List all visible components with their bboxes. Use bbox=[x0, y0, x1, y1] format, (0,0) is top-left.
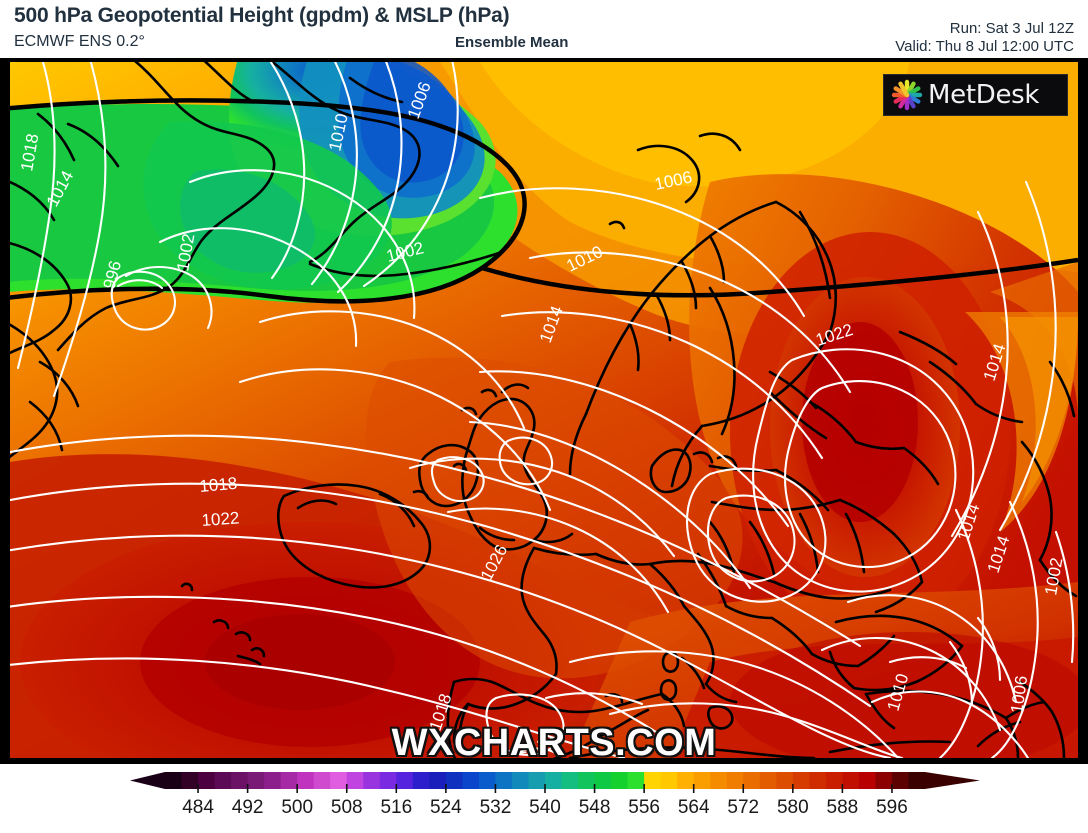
field-east-tongue bbox=[990, 262, 1078, 422]
colorbar-swatch bbox=[511, 772, 530, 789]
colorbar-swatch bbox=[627, 772, 645, 789]
colorbar-swatch bbox=[363, 772, 381, 789]
thickness-552-contour bbox=[10, 98, 527, 304]
colorbar-tick-label: 532 bbox=[480, 797, 512, 818]
weather-map[interactable]: 1018 1014 996 1002 1010 1006 1002 1006 1… bbox=[10, 62, 1078, 758]
colorbar-swatch bbox=[693, 772, 711, 789]
colorbar-swatch bbox=[677, 772, 695, 789]
colorbar-swatch bbox=[726, 772, 744, 789]
page-title: 500 hPa Geopotential Height (gpdm) & MSL… bbox=[14, 4, 510, 27]
colorbar-swatch bbox=[594, 772, 612, 789]
colorbar-swatch bbox=[495, 772, 513, 789]
colorbar-swatch bbox=[231, 772, 249, 789]
colorbar-swatch bbox=[908, 772, 926, 789]
colorbar-swatch bbox=[545, 772, 563, 789]
colorbar-tick-label: 484 bbox=[182, 797, 214, 818]
colorbar-swatch bbox=[842, 772, 860, 789]
colorbar-swatch bbox=[743, 772, 761, 789]
colorbar-tick-labels: 484 492 500 508 516 524 532 540 548 556 564 572 580 5… bbox=[182, 797, 908, 818]
field-east-tongue3 bbox=[1000, 317, 1078, 502]
colorbar-swatch bbox=[858, 772, 877, 789]
colorbar-tick-label: 540 bbox=[529, 797, 561, 818]
colorbar-swatch bbox=[429, 772, 447, 789]
colorbar-tick-label: 500 bbox=[281, 797, 313, 818]
colorbar-tick-label: 524 bbox=[430, 797, 462, 818]
colorbar-tick-label: 508 bbox=[331, 797, 363, 818]
colorbar-tick-label: 516 bbox=[380, 797, 412, 818]
cold-pool-green3 bbox=[180, 169, 316, 273]
map-field-layer: 1018 1014 996 1002 1010 1006 1002 1006 1… bbox=[10, 62, 1078, 758]
colorbar-swatch bbox=[478, 772, 497, 789]
colorbar-legend[interactable]: 484 492 500 508 516 524 532 540 548 556 564 572 580 5… bbox=[0, 764, 1088, 833]
colorbar-swatch bbox=[611, 772, 629, 789]
metdesk-wordmark: MetDesk bbox=[928, 80, 1040, 110]
colorbar-swatches bbox=[130, 772, 980, 789]
chart-header: 500 hPa Geopotential Height (gpdm) & MSL… bbox=[0, 0, 1088, 58]
colorbar-tick-label: 580 bbox=[777, 797, 809, 818]
colorbar-swatch bbox=[313, 772, 331, 789]
colorbar-svg[interactable]: 484 492 500 508 516 524 532 540 548 556 564 572 580 5… bbox=[0, 764, 1088, 833]
colorbar-swatch bbox=[165, 772, 183, 789]
valid-timestamp: Valid: Thu 8 Jul 12:00 UTC bbox=[895, 38, 1074, 55]
colorbar-swatch bbox=[561, 772, 579, 789]
pinwheel-icon bbox=[891, 79, 923, 111]
ensemble-label: Ensemble Mean bbox=[455, 34, 569, 51]
colorbar-swatch bbox=[445, 772, 463, 789]
colorbar-swatch bbox=[330, 772, 348, 789]
field-band-north3 bbox=[480, 62, 910, 187]
field-sw-core3 bbox=[205, 614, 395, 710]
colorbar-swatch bbox=[776, 772, 794, 789]
map-panel[interactable]: 1018 1014 996 1002 1010 1006 1002 1006 1… bbox=[0, 58, 1088, 764]
colorbar-swatch bbox=[759, 772, 777, 789]
colorbar-swatch bbox=[660, 772, 678, 789]
isobar-label-1022-atl: 1022 bbox=[201, 508, 240, 530]
isobar-label-1018-atl: 1018 bbox=[199, 474, 238, 496]
metdesk-logo[interactable]: MetDesk bbox=[883, 74, 1068, 116]
colorbar-swatch bbox=[875, 772, 893, 789]
cold-core-blue3 bbox=[360, 62, 464, 183]
colorbar-tick-label: 588 bbox=[827, 797, 859, 818]
colorbar-swatch bbox=[412, 772, 430, 789]
thickness-552-contour-east bbox=[481, 257, 1078, 298]
field-ridge-core-e3 bbox=[802, 322, 918, 522]
map-frame[interactable]: 1018 1014 996 1002 1010 1006 1002 1006 1… bbox=[8, 60, 1080, 760]
run-timestamp: Run: Sat 3 Jul 12Z bbox=[949, 20, 1074, 37]
colorbar-swatch bbox=[644, 772, 662, 789]
colorbar-swatch bbox=[297, 772, 315, 789]
colorbar-cap-min bbox=[130, 772, 165, 789]
colorbar-ticks bbox=[197, 784, 893, 793]
colorbar-swatch bbox=[396, 772, 414, 789]
colorbar-tick-label: 596 bbox=[876, 797, 908, 818]
colorbar-tick-label: 572 bbox=[727, 797, 759, 818]
colorbar-swatch bbox=[247, 772, 265, 789]
colorbar-tick-label: 548 bbox=[579, 797, 611, 818]
colorbar-swatch bbox=[710, 772, 728, 789]
colorbar-tick-label: 556 bbox=[628, 797, 660, 818]
colorbar-swatch bbox=[528, 772, 546, 789]
colorbar-swatch bbox=[214, 772, 232, 789]
isobars bbox=[10, 62, 1075, 758]
colorbar-cap-max bbox=[925, 772, 980, 789]
colorbar-swatch bbox=[462, 772, 480, 789]
colorbar-swatch bbox=[346, 772, 364, 789]
colorbar-swatch bbox=[809, 772, 827, 789]
field-central-eu bbox=[366, 357, 743, 679]
colorbar-swatch bbox=[280, 772, 298, 789]
colorbar-swatch bbox=[198, 772, 216, 789]
colorbar-tick-label: 492 bbox=[232, 797, 264, 818]
colorbar-swatch bbox=[379, 772, 397, 789]
colorbar-tick-label: 564 bbox=[678, 797, 710, 818]
colorbar-swatch bbox=[891, 772, 910, 789]
colorbar-swatch bbox=[264, 772, 282, 789]
colorbar-swatch bbox=[181, 772, 199, 789]
colorbar-swatch bbox=[825, 772, 843, 789]
colorbar-swatch bbox=[792, 772, 810, 789]
model-label: ECMWF ENS 0.2° bbox=[14, 33, 145, 50]
colorbar-swatch bbox=[578, 772, 596, 789]
